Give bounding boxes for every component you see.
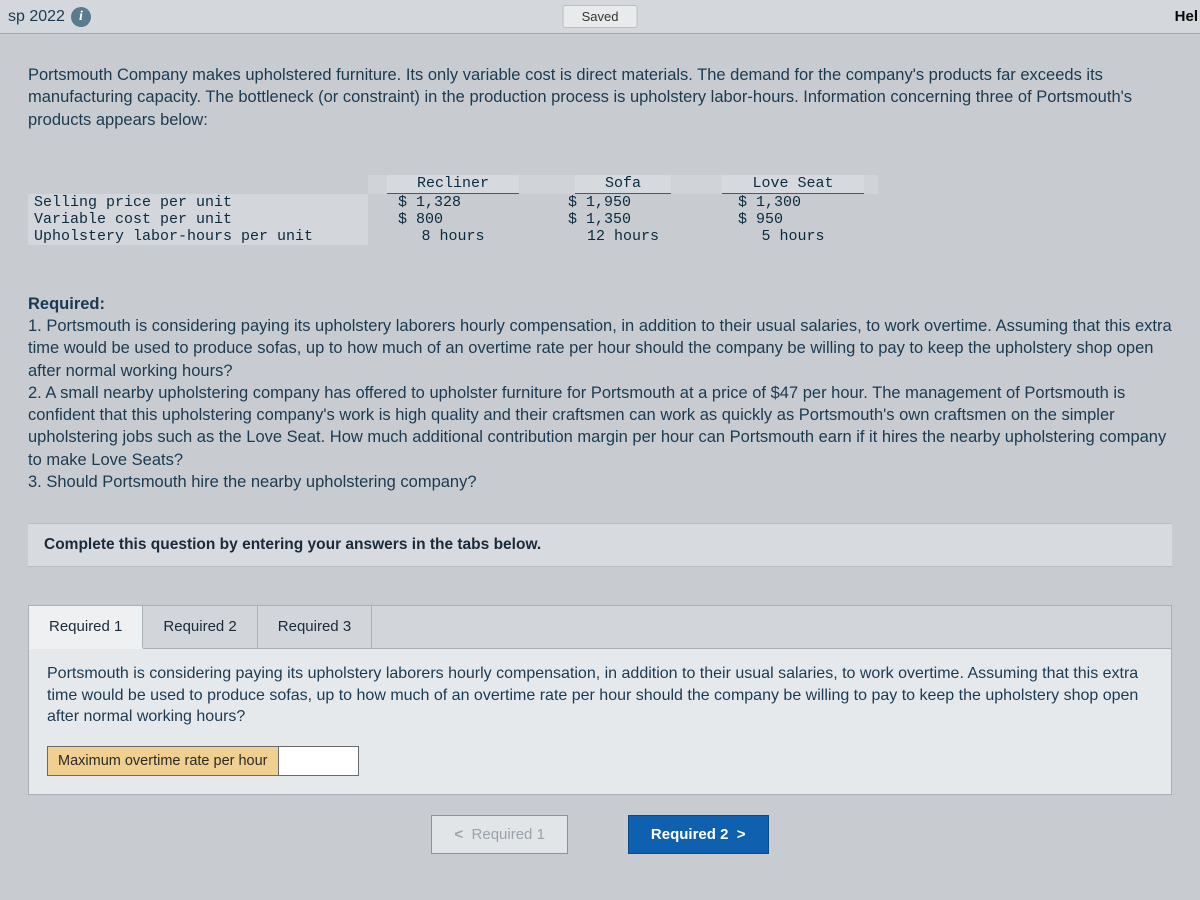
nav-row: < Required 1 Required 2 >: [28, 815, 1172, 854]
col-header: Recliner: [387, 175, 519, 194]
cell: $ 1,300: [708, 194, 878, 211]
required-q2: 2. A small nearby upholstering company h…: [28, 384, 1166, 469]
required-q3: 3. Should Portsmouth hire the nearby uph…: [28, 473, 477, 491]
cell: $ 800: [368, 211, 538, 228]
intro-paragraph: Portsmouth Company makes upholstered fur…: [28, 64, 1172, 131]
top-bar: sp 2022 i Saved Hel: [0, 0, 1200, 34]
row-label: Selling price per unit: [28, 194, 368, 211]
required-block: Required: 1. Portsmouth is considering p…: [28, 293, 1172, 493]
topbar-left: sp 2022 i: [8, 7, 91, 27]
cell: $ 1,950: [538, 194, 708, 211]
next-label: Required 2: [651, 826, 729, 843]
required-title: Required:: [28, 295, 105, 313]
required-q1: 1. Portsmouth is considering paying its …: [28, 317, 1172, 380]
tabs-container: Required 1 Required 2 Required 3 Portsmo…: [28, 605, 1172, 795]
product-data-table: Recliner Sofa Love Seat Selling price pe…: [28, 141, 1172, 279]
tab-question-text: Portsmouth is considering paying its uph…: [47, 663, 1153, 728]
cell: $ 950: [708, 211, 878, 228]
next-button[interactable]: Required 2 >: [628, 815, 769, 854]
cell: 12 hours: [538, 228, 708, 245]
row-label: Variable cost per unit: [28, 211, 368, 228]
chevron-left-icon: <: [454, 826, 463, 843]
help-link[interactable]: Hel: [1175, 8, 1198, 25]
tab-required-2[interactable]: Required 2: [143, 606, 257, 648]
col-header: Love Seat: [722, 175, 863, 194]
cell: $ 1,328: [368, 194, 538, 211]
instruction-bar: Complete this question by entering your …: [28, 523, 1172, 567]
content-area: Portsmouth Company makes upholstered fur…: [0, 34, 1200, 864]
saved-badge: Saved: [563, 5, 638, 28]
chevron-right-icon: >: [737, 826, 746, 843]
col-header: Sofa: [575, 175, 671, 194]
row-label: Upholstery labor-hours per unit: [28, 228, 368, 245]
answer-row: Maximum overtime rate per hour: [47, 746, 1153, 776]
answer-label: Maximum overtime rate per hour: [47, 746, 279, 776]
page-label: sp 2022: [8, 8, 65, 26]
tabs-row: Required 1 Required 2 Required 3: [29, 606, 1171, 649]
tab-required-3[interactable]: Required 3: [258, 606, 372, 648]
cell: $ 1,350: [538, 211, 708, 228]
cell: 8 hours: [368, 228, 538, 245]
tab-body: Portsmouth is considering paying its uph…: [29, 649, 1171, 794]
prev-label: Required 1: [472, 826, 545, 843]
tab-required-1[interactable]: Required 1: [29, 606, 143, 649]
cell: 5 hours: [708, 228, 878, 245]
answer-input[interactable]: [279, 746, 359, 776]
prev-button: < Required 1: [431, 815, 568, 854]
info-icon[interactable]: i: [71, 7, 91, 27]
